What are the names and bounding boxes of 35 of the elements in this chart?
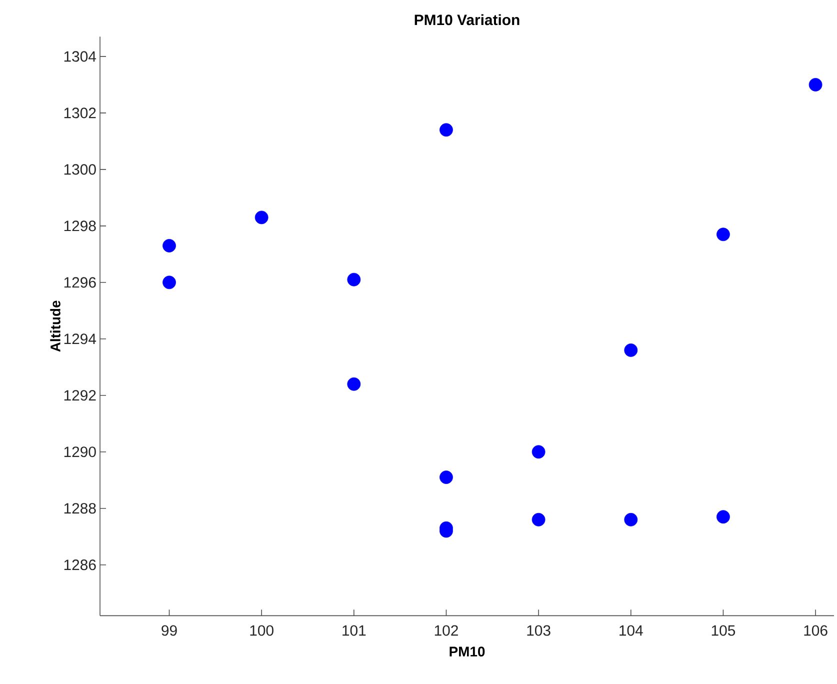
x-tick-label: 101 xyxy=(342,625,366,636)
x-tick-label: 105 xyxy=(712,625,736,636)
x-tick-label: 106 xyxy=(804,625,828,636)
y-tick-label: 1290 xyxy=(64,446,96,458)
point xyxy=(162,276,176,290)
x-tick-label: 103 xyxy=(527,625,550,636)
x-tick-label: 104 xyxy=(620,625,643,636)
y-tick-label: 1294 xyxy=(64,334,96,344)
point xyxy=(716,228,730,242)
point xyxy=(440,123,453,137)
point xyxy=(347,377,361,391)
y-tick-label: 1288 xyxy=(64,503,96,514)
point xyxy=(716,510,730,524)
x-axis-title: PM10 xyxy=(450,646,485,657)
point xyxy=(808,78,822,92)
x-tick-label: 100 xyxy=(250,625,274,636)
y-axis-title: Altitude xyxy=(50,300,60,352)
y-tick-label: 1300 xyxy=(64,164,96,175)
chart-title: PM10 Variation xyxy=(414,14,520,26)
point xyxy=(532,512,546,526)
point xyxy=(347,272,361,286)
y-tick-label: 1298 xyxy=(64,220,96,232)
point xyxy=(532,445,546,459)
point xyxy=(440,470,453,484)
x-tick-label: 102 xyxy=(434,625,458,636)
y-tick-label: 1304 xyxy=(64,51,96,62)
point xyxy=(254,210,268,224)
point xyxy=(624,343,638,357)
point xyxy=(624,512,638,526)
y-tick-label: 1292 xyxy=(64,390,96,401)
y-tick-label: 1296 xyxy=(64,277,96,288)
y-tick-label: 1286 xyxy=(64,560,96,570)
point xyxy=(162,238,176,252)
y-tick-label: 1302 xyxy=(64,108,96,118)
x-tick-label: 99 xyxy=(162,625,177,636)
